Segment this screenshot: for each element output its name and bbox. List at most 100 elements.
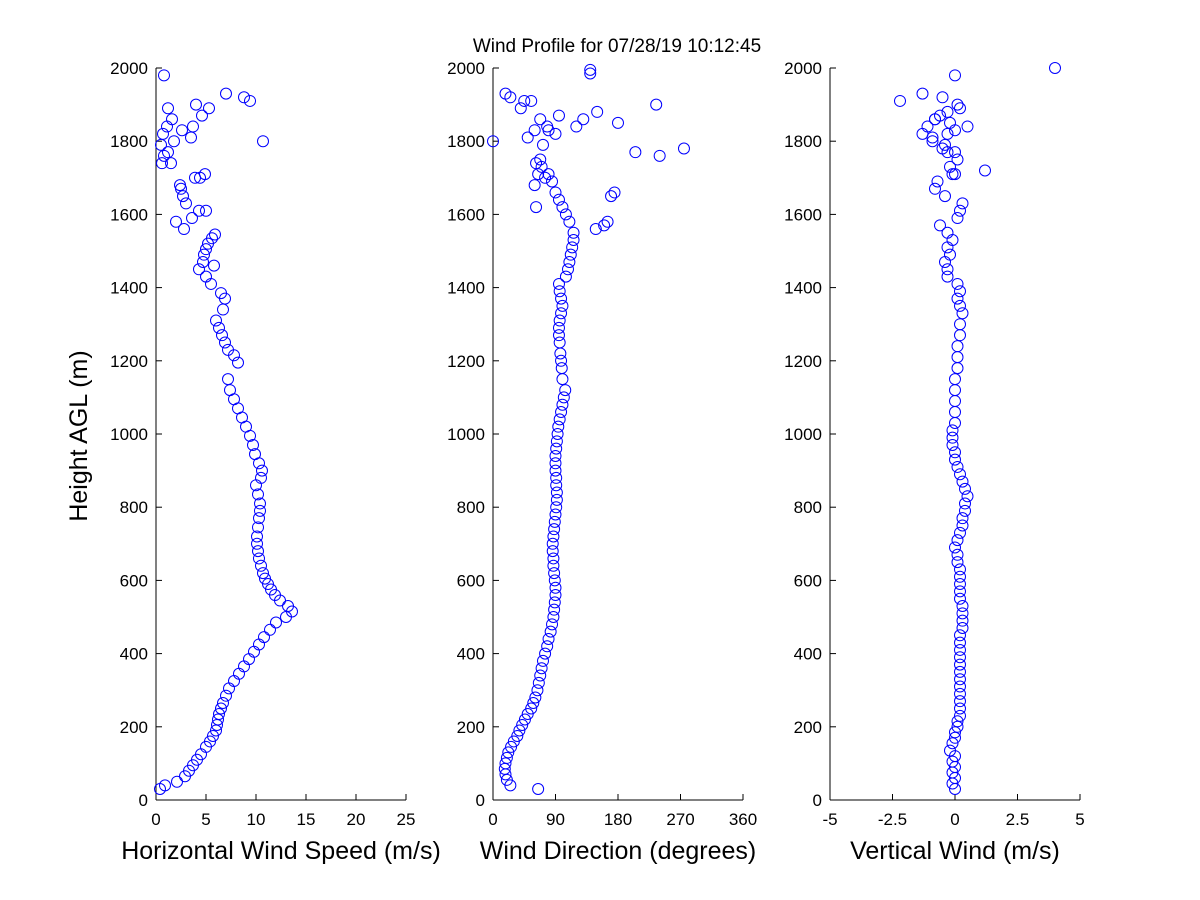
y-tick-label: 1800 xyxy=(447,132,485,151)
data-point xyxy=(539,171,552,184)
data-point xyxy=(547,530,560,543)
data-point xyxy=(216,329,228,342)
data-point xyxy=(244,94,256,107)
data-point xyxy=(156,157,168,170)
data-point xyxy=(956,512,969,525)
data-point xyxy=(954,204,966,217)
data-point xyxy=(165,157,177,170)
data-point xyxy=(546,175,559,188)
data-point xyxy=(951,534,964,547)
data-point xyxy=(954,592,966,605)
y-tick-label: 800 xyxy=(794,498,822,517)
y-tick-label: 800 xyxy=(457,498,485,517)
data-point xyxy=(954,570,966,583)
data-point xyxy=(951,548,964,561)
data-point xyxy=(564,248,577,261)
data-point xyxy=(951,153,964,166)
data-point xyxy=(252,488,264,501)
data-point xyxy=(257,567,269,580)
y-tick-label: 400 xyxy=(794,645,822,664)
data-point xyxy=(956,614,969,627)
data-point xyxy=(546,537,559,550)
data-point xyxy=(282,600,294,613)
data-point xyxy=(629,146,642,159)
data-point xyxy=(555,406,568,419)
y-tick-label: 2000 xyxy=(110,59,148,78)
data-point xyxy=(238,91,250,104)
data-point xyxy=(954,629,966,642)
y-tick-label: 1200 xyxy=(784,352,822,371)
data-point xyxy=(547,611,560,623)
data-point xyxy=(954,285,966,298)
data-point xyxy=(516,718,529,731)
data-point xyxy=(556,299,569,312)
data-point xyxy=(956,197,969,210)
data-point xyxy=(589,223,602,236)
y-tick-label: 400 xyxy=(457,645,485,664)
data-point xyxy=(552,109,565,122)
data-point xyxy=(556,398,569,411)
data-point xyxy=(941,270,954,283)
data-point xyxy=(944,744,956,757)
x-tick-label: 180 xyxy=(604,810,632,829)
data-point xyxy=(954,673,966,686)
data-point xyxy=(591,105,604,118)
data-point xyxy=(178,223,190,236)
data-point xyxy=(539,647,552,660)
data-point xyxy=(949,69,961,82)
y-tick-label: 1200 xyxy=(110,352,148,371)
x-tick-label: 2.5 xyxy=(1006,810,1030,829)
data-point xyxy=(213,321,225,334)
data-point xyxy=(196,109,208,122)
y-tick-label: 1800 xyxy=(110,132,148,151)
data-point xyxy=(949,168,961,181)
data-point xyxy=(180,197,192,210)
data-point xyxy=(253,512,265,525)
data-point xyxy=(548,515,561,528)
data-point xyxy=(954,578,966,591)
data-point xyxy=(959,497,971,510)
y-tick-label: 600 xyxy=(120,571,148,590)
data-point xyxy=(549,449,562,462)
data-point xyxy=(530,201,543,214)
data-point xyxy=(557,391,570,404)
y-tick-label: 600 xyxy=(457,571,485,590)
y-tick-label: 800 xyxy=(120,498,148,517)
data-point xyxy=(653,149,666,162)
data-point xyxy=(168,135,180,148)
data-point xyxy=(946,424,959,437)
data-point xyxy=(270,616,282,629)
data-point xyxy=(979,164,991,177)
data-point xyxy=(951,460,964,473)
data-point xyxy=(158,69,170,82)
data-point xyxy=(916,87,929,100)
data-point xyxy=(949,373,961,386)
x-tick-label: 270 xyxy=(666,810,694,829)
data-point xyxy=(954,665,966,678)
chart-panel-1: 0 200 400 600 800 1000 1200 1400 1600 1800 2000 0 5 1… xyxy=(110,59,441,865)
data-point xyxy=(547,559,560,572)
data-point xyxy=(936,142,949,155)
data-point xyxy=(949,731,961,744)
data-point xyxy=(262,578,274,591)
data-point xyxy=(954,658,966,671)
data-point xyxy=(542,632,555,645)
data-point xyxy=(529,691,542,704)
y-tick-label: 1000 xyxy=(784,425,822,444)
data-point xyxy=(253,552,265,565)
x-tick-label: 25 xyxy=(397,810,416,829)
data-point xyxy=(605,190,618,203)
data-point xyxy=(256,464,268,477)
data-point xyxy=(193,263,205,276)
data-point xyxy=(200,204,212,217)
data-point xyxy=(220,87,232,100)
chart-panel-2: 0 200 400 600 800 1000 1200 1400 1600 1800 2000 0 90… xyxy=(447,59,757,865)
data-point xyxy=(212,713,224,726)
figure-title: Wind Profile for 07/28/19 10:12:45 xyxy=(473,36,761,57)
data-point xyxy=(959,482,971,495)
data-point xyxy=(946,737,959,750)
data-point xyxy=(166,113,178,126)
data-point xyxy=(559,208,572,221)
data-point xyxy=(219,336,231,349)
y-tick-label: 1600 xyxy=(447,205,485,224)
